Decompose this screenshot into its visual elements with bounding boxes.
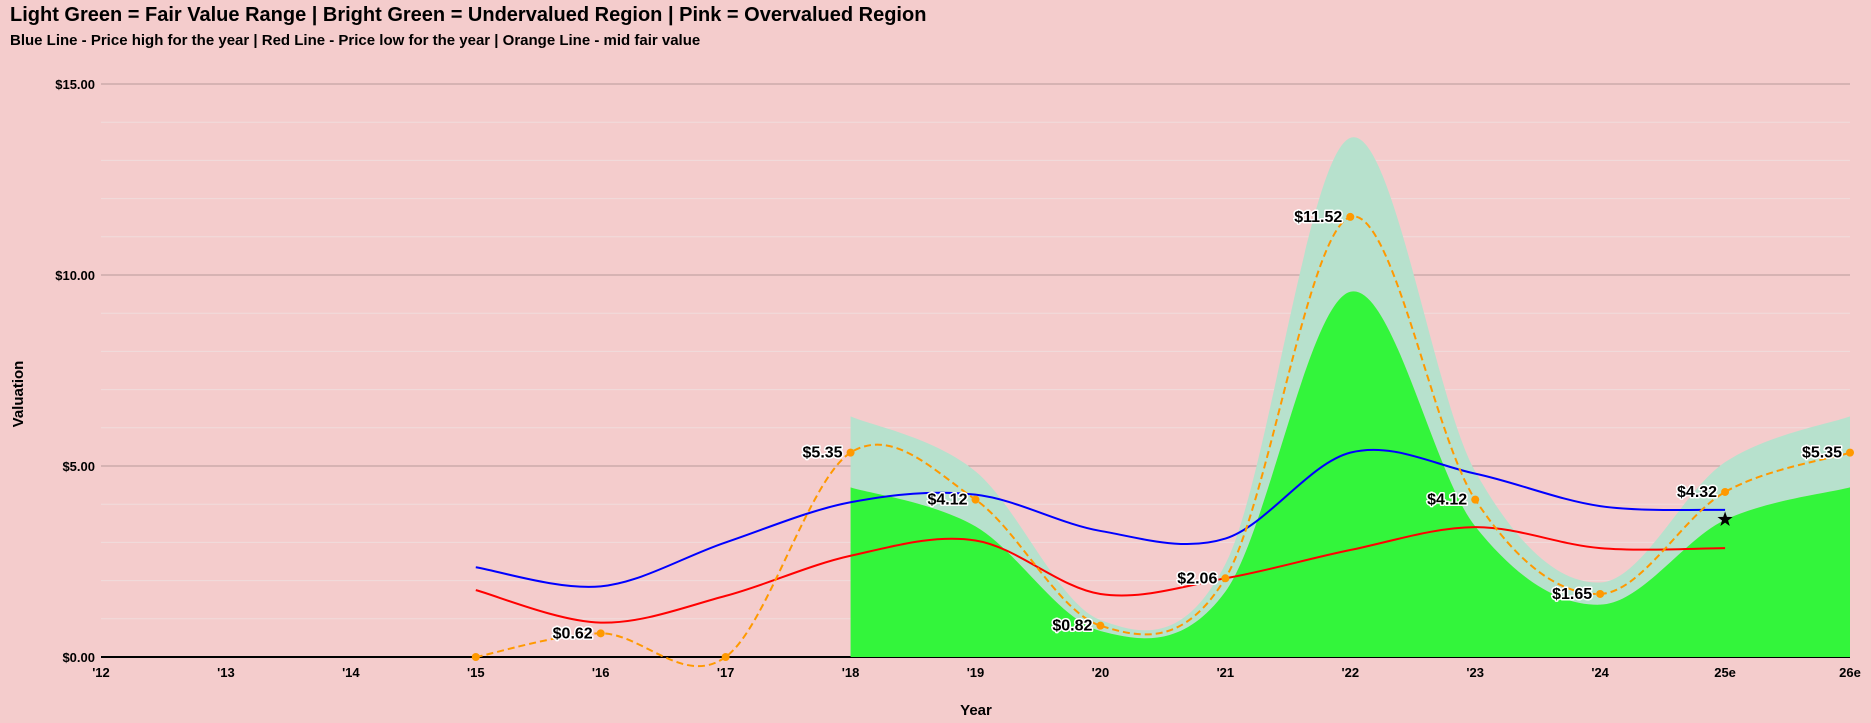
mid-fair-value-point [1346,212,1355,221]
x-tick-label: '20 [1092,665,1110,680]
star-icon [1717,511,1733,526]
data-label: $1.65 [1552,586,1592,603]
data-label: $0.82 [1052,618,1092,635]
price-low-line [475,526,1726,624]
mid-fair-value-point [846,448,855,457]
y-tick-label: $10.00 [55,268,95,283]
undervalued-region-area [850,291,1850,657]
x-tick-label: '24 [1591,665,1609,680]
x-tick-label: 25e [1714,665,1736,680]
x-tick-label: '19 [967,665,985,680]
x-axis-title: Year [960,702,992,719]
x-tick-label: '16 [592,665,610,680]
data-label: $2.06 [1177,570,1217,587]
mid-fair-value-point [1721,487,1730,496]
x-tick-label: 26e [1839,665,1861,680]
data-label: $4.12 [927,492,967,509]
price-high-line [475,448,1726,588]
data-label: $5.35 [1802,445,1842,462]
data-label: $11.52 [1294,209,1342,226]
mid-fair-value-point [596,629,605,638]
y-axis-title: Valuation [10,361,27,428]
y-tick-label: $0.00 [62,650,95,665]
x-tick-label: '14 [342,665,360,680]
data-label: $5.35 [803,445,843,462]
chart-title: Light Green = Fair Value Range | Bright … [10,4,927,26]
mid-fair-value-point [1846,448,1854,457]
mid-fair-value-point [471,653,480,661]
x-tick-label: '12 [92,665,110,680]
x-tick-label: '17 [717,665,735,680]
mid-fair-value-point [1471,495,1480,504]
x-tick-label: '23 [1466,665,1484,680]
data-label: $4.12 [1427,492,1467,509]
mid-fair-value-point [1596,589,1605,598]
mid-fair-value-point [971,495,980,504]
data-label: $4.32 [1677,484,1717,501]
y-tick-label: $15.00 [55,77,95,92]
x-tick-label: '22 [1342,665,1360,680]
x-tick-label: '13 [217,665,235,680]
data-label: $0.62 [553,625,593,642]
mid-fair-value-point [721,653,730,661]
fair-value-range-area [850,137,1850,639]
mid-fair-value-point [1221,574,1230,583]
x-tick-label: '15 [467,665,485,680]
chart-subtitle: Blue Line - Price high for the year | Re… [10,32,701,49]
mid-fair-value-point [1096,621,1105,630]
x-tick-label: '21 [1217,665,1235,680]
x-tick-label: '18 [842,665,860,680]
y-tick-label: $5.00 [62,459,95,474]
